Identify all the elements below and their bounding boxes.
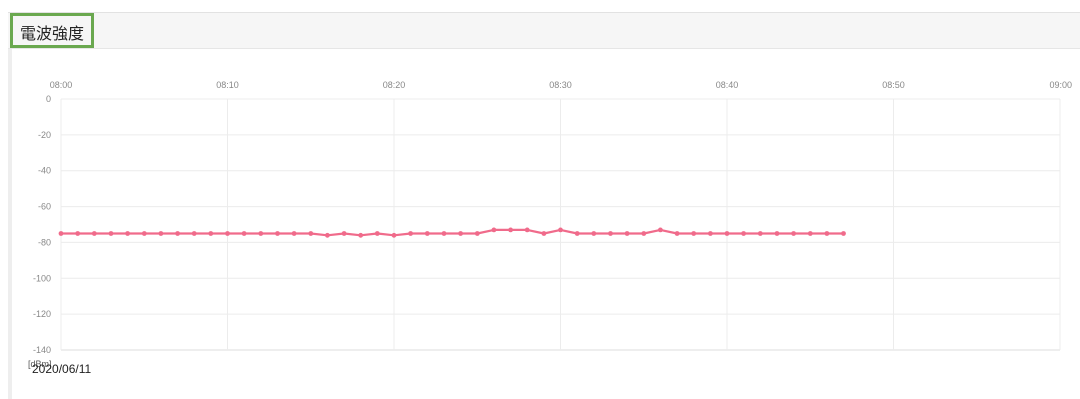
data-point xyxy=(91,231,97,236)
data-point xyxy=(225,231,230,236)
data-point xyxy=(374,231,380,236)
data-point xyxy=(591,231,597,236)
data-point xyxy=(807,231,813,236)
data-point xyxy=(424,231,430,236)
data-point xyxy=(208,231,214,236)
data-point xyxy=(275,231,280,236)
data-point xyxy=(774,231,780,236)
data-point xyxy=(291,231,297,236)
x-tick-label: 08:10 xyxy=(216,80,239,90)
data-point xyxy=(824,231,830,236)
data-point xyxy=(191,231,197,236)
data-point xyxy=(624,231,630,236)
panel-left-border xyxy=(8,49,12,399)
data-point xyxy=(741,231,746,236)
data-point xyxy=(358,232,364,238)
data-point xyxy=(158,231,164,236)
y-tick-label: -20 xyxy=(38,130,51,140)
data-point xyxy=(724,231,730,236)
data-point xyxy=(308,231,314,236)
x-tick-label: 08:50 xyxy=(882,80,905,90)
data-point xyxy=(141,231,147,236)
data-point xyxy=(791,231,796,236)
x-tick-label: 08:30 xyxy=(549,80,572,90)
data-point xyxy=(125,231,130,236)
y-tick-label: -140 xyxy=(33,345,51,355)
data-point xyxy=(341,231,347,236)
data-point xyxy=(458,231,463,236)
y-axis-unit-label: [dBm] xyxy=(28,359,52,369)
data-point xyxy=(474,231,480,236)
chart-axes: 0 -20 -40 -60 -80 -100 -120 -140 08:00 08:10 08:20… xyxy=(33,80,1072,355)
x-tick-label: 08:40 xyxy=(716,80,739,90)
data-point xyxy=(175,231,181,236)
data-point xyxy=(508,227,513,233)
data-point xyxy=(558,227,563,233)
panel-header: 電波強度 xyxy=(8,12,1080,49)
data-point xyxy=(708,231,713,236)
y-tick-label: 0 xyxy=(46,94,51,104)
data-point xyxy=(841,231,846,236)
chart-grid xyxy=(60,98,1061,351)
data-point xyxy=(641,231,647,236)
x-tick-label: 08:00 xyxy=(50,80,73,90)
data-point xyxy=(325,232,330,238)
panel-title: 電波強度 xyxy=(10,13,95,48)
y-tick-label: -60 xyxy=(38,202,51,212)
y-tick-label: -120 xyxy=(33,309,51,319)
chart-date-label: 2020/06/11 xyxy=(32,362,92,376)
data-point xyxy=(108,231,114,236)
radio-strength-panel: 電波強度 xyxy=(8,12,1080,399)
data-point xyxy=(608,231,613,236)
data-point xyxy=(75,231,81,236)
x-tick-label: 08:20 xyxy=(383,80,406,90)
chart-series xyxy=(58,227,846,238)
data-point xyxy=(441,231,447,236)
data-point xyxy=(391,232,397,238)
data-point xyxy=(757,231,763,236)
y-tick-label: -80 xyxy=(38,237,51,247)
data-point xyxy=(691,231,697,236)
data-point xyxy=(58,231,64,236)
series-line xyxy=(61,228,844,237)
y-tick-label: -40 xyxy=(38,166,51,176)
data-point xyxy=(574,231,580,236)
y-tick-label: -100 xyxy=(33,273,51,283)
data-point xyxy=(674,231,680,236)
data-point xyxy=(258,231,264,236)
data-point xyxy=(241,231,247,236)
data-point xyxy=(658,227,663,233)
data-point xyxy=(408,231,413,236)
data-point xyxy=(524,227,530,233)
x-tick-label: 09:00 xyxy=(1049,80,1072,90)
data-point xyxy=(541,231,547,236)
data-point xyxy=(491,227,497,233)
